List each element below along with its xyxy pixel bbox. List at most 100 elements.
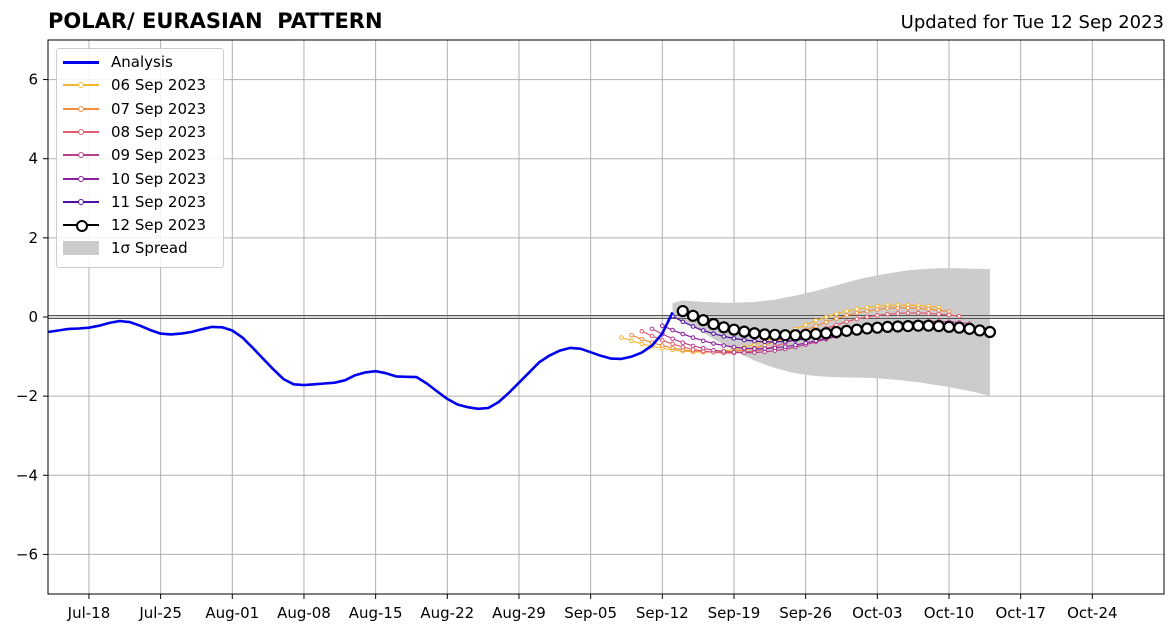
point-12-sep — [799, 328, 812, 341]
series-point — [670, 336, 675, 342]
point-12-sep — [820, 327, 833, 340]
series-point — [711, 341, 716, 346]
series-point — [731, 349, 737, 355]
point-12-sep — [871, 321, 884, 334]
series-point — [895, 311, 901, 316]
legend-entry: 08 Sep 2023 — [63, 122, 206, 142]
series-point — [885, 311, 890, 317]
series-point — [813, 323, 819, 329]
series-point — [660, 343, 665, 348]
series-point — [711, 331, 716, 336]
series-point — [864, 314, 870, 320]
series-point — [936, 307, 942, 313]
point-12-sep — [727, 323, 741, 336]
point-12-sep — [758, 328, 771, 341]
series-point — [875, 313, 880, 318]
series-point — [926, 311, 931, 316]
series-point — [639, 341, 645, 347]
y-tick-label: −4 — [16, 466, 38, 484]
point-12-sep — [953, 321, 966, 334]
series-point — [700, 328, 706, 333]
legend-swatch — [63, 241, 99, 256]
series-point — [619, 335, 624, 340]
series-point — [762, 339, 767, 345]
series-point — [854, 306, 860, 312]
legend-entry: 11 Sep 2023 — [63, 192, 206, 212]
y-tick-label: 6 — [28, 71, 38, 89]
series-point — [700, 338, 706, 344]
x-tick-label: Sep-26 — [779, 604, 832, 622]
point-12-sep — [860, 322, 874, 335]
legend-label: 12 Sep 2023 — [111, 216, 207, 235]
legend-entry: 07 Sep 2023 — [63, 99, 206, 119]
x-tick-label: Aug-15 — [349, 604, 403, 622]
x-tick-label: Sep-12 — [636, 604, 689, 622]
series-point — [844, 313, 849, 318]
series-point — [660, 338, 665, 343]
x-tick-label: Aug-22 — [420, 604, 474, 622]
series-point — [844, 308, 849, 314]
analysis-line — [47, 311, 674, 411]
x-tick-label: Aug-08 — [277, 604, 331, 622]
legend-entry: 1σ Spread — [63, 238, 188, 258]
series-point — [905, 305, 911, 311]
x-tick-label: Aug-01 — [205, 604, 259, 622]
series-point — [895, 305, 901, 311]
point-12-sep — [707, 318, 720, 331]
legend-entry: 06 Sep 2023 — [63, 75, 206, 95]
series-point — [721, 349, 727, 354]
point-12-sep — [840, 324, 853, 337]
point-12-sep — [697, 314, 710, 327]
series-point — [690, 343, 696, 349]
series-point — [670, 345, 675, 351]
legend-label: 1σ Spread — [111, 239, 188, 258]
series-point — [680, 344, 686, 350]
x-tick-label: Oct-10 — [924, 604, 974, 622]
series-point — [926, 306, 931, 312]
series-point — [639, 336, 645, 342]
point-12-sep — [686, 309, 700, 322]
series-point — [915, 310, 921, 316]
point-12-sep — [881, 320, 894, 333]
point-12-sep — [676, 304, 689, 318]
point-12-sep — [901, 320, 915, 333]
series-point — [936, 311, 942, 317]
point-12-sep — [942, 320, 956, 333]
x-tick-label: Oct-03 — [852, 604, 902, 622]
series-point — [864, 305, 870, 310]
point-12-sep — [922, 319, 935, 332]
point-12-sep — [779, 329, 792, 342]
x-tick-label: Sep-19 — [708, 604, 761, 622]
legend-swatch — [63, 103, 99, 115]
series-point — [823, 314, 829, 320]
series-point — [649, 333, 655, 339]
point-12-sep — [850, 323, 863, 336]
legend-label: 09 Sep 2023 — [111, 146, 207, 165]
series-point — [885, 305, 890, 311]
series-point — [844, 319, 849, 325]
point-12-sep — [789, 329, 802, 342]
series-point — [875, 307, 880, 312]
y-tick-label: −6 — [16, 545, 38, 563]
series-point — [680, 340, 686, 346]
legend-swatch — [63, 149, 99, 161]
legend-swatch — [63, 56, 99, 68]
point-12-sep — [912, 319, 925, 332]
y-tick-label: −2 — [16, 387, 38, 405]
x-tick-label: Oct-17 — [995, 604, 1045, 622]
point-12-sep — [983, 325, 997, 339]
series-point — [660, 323, 665, 329]
point-12-sep — [768, 328, 782, 341]
x-tick-label: Jul-25 — [138, 604, 182, 622]
y-tick-label: 2 — [28, 229, 38, 247]
series-point — [690, 324, 696, 329]
series-point — [690, 347, 696, 352]
series-point — [782, 344, 788, 349]
point-12-sep — [748, 327, 761, 340]
series-point — [680, 331, 686, 337]
series-point — [854, 310, 860, 316]
series-point — [905, 310, 911, 316]
series-point — [864, 308, 870, 314]
legend-label: 10 Sep 2023 — [111, 169, 207, 188]
series-point — [670, 341, 675, 347]
